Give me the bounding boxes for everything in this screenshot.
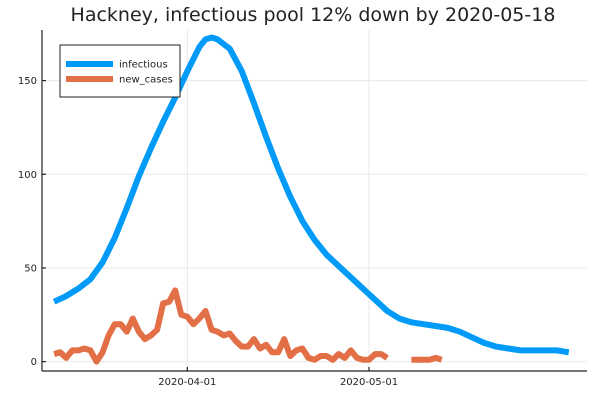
legend: infectious new_cases (59, 44, 181, 98)
series-line-new-cases (411, 354, 443, 363)
y-tick-label: 50 (24, 263, 37, 274)
series-line-infectious (52, 34, 570, 356)
legend-box (59, 44, 181, 98)
chart-title: Hackney, infectious pool 12% down by 202… (71, 4, 556, 26)
x-tick-label: 2020-04-01 (158, 377, 216, 388)
y-tick-label: 0 (31, 357, 37, 368)
y-tick-label: 100 (18, 170, 37, 181)
axes: 0 50 100 150 2020-04-01 2020-05-01 (18, 30, 587, 388)
y-tick-label: 150 (18, 76, 37, 87)
x-tick-label: 2020-05-01 (340, 377, 398, 388)
plot-series (52, 34, 570, 365)
legend-label: new_cases (119, 75, 173, 86)
legend-label: infectious (119, 60, 168, 71)
series-line-new-cases (53, 287, 389, 365)
